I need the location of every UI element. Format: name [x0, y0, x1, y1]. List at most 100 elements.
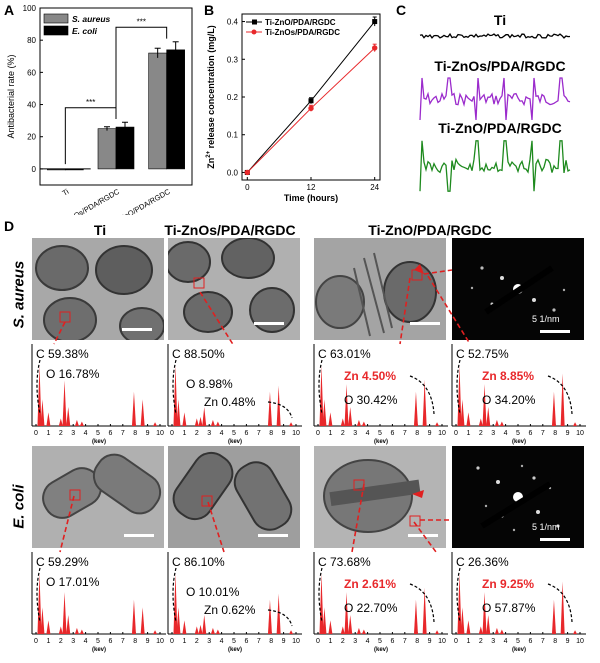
spectrum-tick-label: 9	[282, 638, 286, 645]
spectrum-tick-label: 4	[504, 430, 508, 437]
spectrum-tick-label: 0	[170, 638, 174, 645]
eds-label-zinc: Zn 0.48%	[204, 395, 256, 409]
spectrum-tick-label: 6	[390, 430, 394, 437]
spectrum-tick-label: 3	[491, 430, 495, 437]
spectrum-peak	[422, 587, 427, 634]
spectrum-tick-label: 10	[438, 638, 446, 645]
spectrum-unit-label: (kev)	[512, 439, 526, 445]
spectrum-tick-label: 3	[353, 638, 357, 645]
spectrum-tick-label: 9	[282, 430, 286, 437]
spectrum-peak	[328, 412, 333, 426]
spectrum-tick-label: 4	[220, 638, 224, 645]
tem-image-saureus-ti	[32, 238, 164, 340]
tem-to-spectrum-connector	[59, 495, 75, 553]
spectrum-tick-label: 7	[257, 638, 261, 645]
data-point	[308, 105, 314, 112]
spectrum-peak	[215, 629, 220, 634]
spectrum-tick-label: 2	[341, 638, 345, 645]
spectrum-tick-label: 5	[378, 638, 382, 645]
spectrum-peak	[40, 399, 45, 426]
spectrum-tick-label: 4	[84, 430, 88, 437]
spectrum-peak	[202, 407, 207, 426]
spectrum-peak	[361, 421, 366, 426]
legend-marker	[251, 29, 257, 35]
spectrum-peak	[46, 620, 51, 634]
eds-label-carbon: C 26.36%	[456, 555, 509, 569]
spectrum-unit-label: (kev)	[92, 647, 106, 653]
spectrum-peak	[66, 407, 71, 426]
col-title-zno: Ti-ZnO/PDA/RGDC	[368, 222, 492, 238]
spectrum-tick-label: 10	[292, 430, 300, 437]
x-tick-label: 12	[307, 183, 316, 192]
eds-spectrum: 0 1 2 3 4 5 6 7 8 9 10 (kev) C 52.75% Zn 8.85% O 34.20…	[451, 344, 586, 445]
eds-label-zinc: Zn 4.50%	[344, 369, 396, 383]
eds-spectrum: 0 1 2 3 4 5 6 7 8 9 10 (kev) C 63.01% Zn 4.50% O 30.42…	[313, 344, 448, 445]
eds-leader-line	[172, 359, 177, 415]
eds-spectrum: 0 1 2 3 4 5 6 7 8 9 10 (kev) C 26.36% Zn 9.25% O 57.87…	[451, 552, 586, 653]
spectrum-peak	[356, 627, 361, 634]
spectrum-peak	[322, 399, 327, 426]
spectrum-peak	[289, 422, 294, 426]
spectrum-tick-label: 2	[479, 638, 483, 645]
spectrum-tick-label: 10	[576, 638, 584, 645]
spectrum-tick-label: 6	[528, 638, 532, 645]
eds-leader-line	[409, 583, 435, 623]
spectrum-peak	[176, 607, 181, 634]
spectrum-peak	[215, 421, 220, 426]
spectrum-peak	[140, 607, 145, 634]
spectrum-peak	[435, 422, 440, 426]
eds-leader-line	[456, 567, 461, 623]
spectrum-tick-label: 6	[528, 430, 532, 437]
spectrum-tick-label: 9	[428, 430, 432, 437]
eds-label-zinc: Zn 2.61%	[344, 577, 396, 591]
spectrum-tick-label: 8	[133, 430, 137, 437]
col-title-ti: Ti	[93, 222, 107, 238]
spectrum-peak	[361, 629, 366, 634]
spectrum-tick-label: 9	[566, 430, 570, 437]
trace-label-zno: Ti-ZnO/PDA/RGDC	[438, 120, 562, 136]
spectrum-tick-label: 8	[133, 638, 137, 645]
legend-label: Ti-ZnO/PDA/RGDC	[265, 18, 336, 27]
spectrum-peak	[173, 365, 178, 426]
spectrum-tick-label: 4	[366, 638, 370, 645]
tem-to-spectrum-connector	[427, 275, 471, 345]
panel-label-c: C	[396, 2, 407, 18]
spectrum-peak	[348, 407, 353, 426]
spectrum-tick-label: 5	[232, 430, 236, 437]
spectrum-peak	[435, 630, 440, 634]
eds-label-carbon: C 52.75%	[456, 347, 509, 361]
spectrum-peak	[198, 624, 203, 634]
spectrum-peak	[494, 419, 499, 426]
spectrum-peak	[74, 419, 79, 426]
eds-label-oxygen: O 17.01%	[46, 575, 100, 589]
spectrum-tick-label: 5	[516, 430, 520, 437]
spectrum-tick-label: 2	[341, 430, 345, 437]
spectrum-peak	[460, 607, 465, 634]
panel-label-d: D	[4, 218, 15, 234]
spectrum-peak	[348, 615, 353, 634]
spectrum-peak	[319, 365, 324, 426]
spectrum-tick-label: 7	[403, 430, 407, 437]
spectrum-peak	[466, 620, 471, 634]
spectrum-peak	[62, 380, 67, 426]
eds-label-zinc: Zn 8.85%	[482, 369, 534, 383]
spectrum-peak	[131, 599, 136, 634]
spectrum-peak	[210, 419, 215, 426]
spectrum-peak	[58, 418, 63, 426]
spectrum-peak	[413, 391, 418, 426]
y-tick-label: 0.2	[227, 93, 239, 102]
spectrum-tick-label: 10	[156, 430, 164, 437]
y-tick-label: 0	[32, 165, 37, 174]
spectrum-peak	[340, 418, 345, 426]
eds-leader-line	[318, 359, 323, 415]
spectrum-peak	[573, 422, 578, 426]
spectrum-peak	[328, 620, 333, 634]
spectrum-tick-label: 8	[553, 638, 557, 645]
spectrum-peak	[37, 365, 42, 426]
spectrum-tick-label: 2	[195, 638, 199, 645]
spectrum-peak	[153, 630, 158, 634]
spectrum-tick-label: 4	[220, 430, 224, 437]
spectrum-peak	[319, 573, 324, 634]
trace-label-znos: Ti-ZnOs/PDA/RGDC	[434, 58, 566, 74]
spectrum-unit-label: (kev)	[228, 647, 242, 653]
